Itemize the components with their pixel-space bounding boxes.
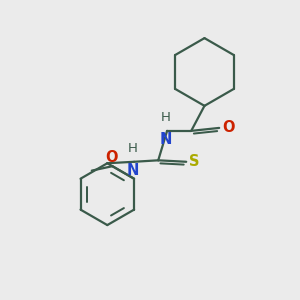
Text: N: N <box>126 163 139 178</box>
Text: S: S <box>189 154 200 169</box>
Text: H: H <box>161 111 170 124</box>
Text: O: O <box>106 150 118 165</box>
Text: N: N <box>159 132 172 147</box>
Text: O: O <box>222 120 235 135</box>
Text: H: H <box>128 142 138 155</box>
